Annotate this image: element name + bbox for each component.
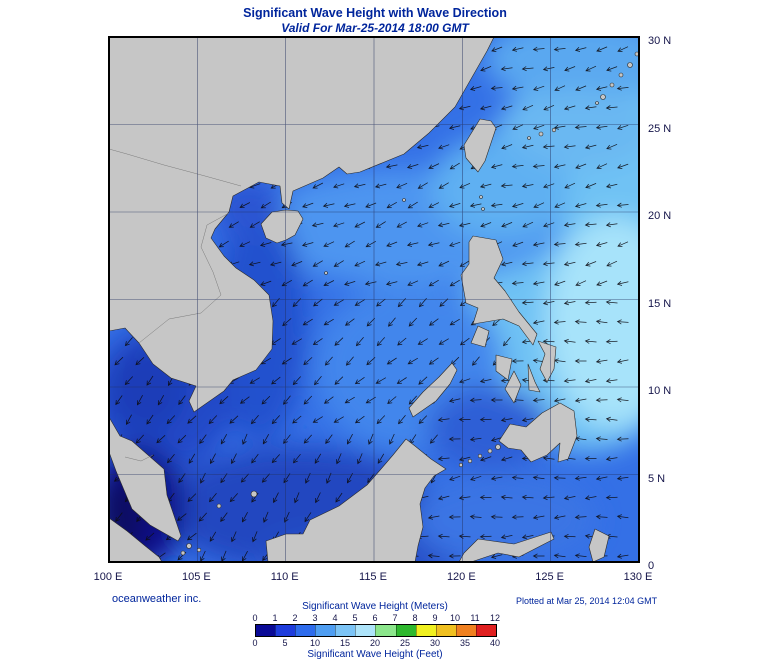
lon-tick-label: 130 E [623, 571, 653, 583]
grid-lines [109, 37, 639, 562]
legend-color-swatch [275, 625, 296, 636]
map-layers [109, 37, 639, 562]
legend-meters-tick: 10 [449, 613, 460, 623]
legend-color-swatch [335, 625, 356, 636]
legend-meters-tick: 6 [372, 613, 378, 623]
legend-feet-tick: 15 [339, 638, 350, 648]
legend-color-swatch [295, 625, 316, 636]
lon-tick-label: 120 E [446, 571, 476, 583]
plotted-timestamp: Plotted at Mar 25, 2014 12:04 GMT [516, 596, 658, 606]
lat-tick-label: 20 N [648, 210, 672, 222]
legend-meters-tick: 1 [272, 613, 278, 623]
land-layer [109, 37, 639, 562]
valid-time-subtitle: Valid For Mar-25-2014 18:00 GMT [281, 21, 469, 35]
legend-color-swatch [415, 625, 436, 636]
map-frame-border [109, 37, 639, 562]
legend-feet-tick: 35 [459, 638, 470, 648]
legend-feet-tick: 30 [429, 638, 440, 648]
legend-color-swatch [435, 625, 456, 636]
lat-tick-label: 25 N [648, 122, 672, 135]
lon-tick-label: 100 E [93, 571, 123, 583]
lon-tick-label: 110 E [270, 571, 299, 583]
lon-tick-label: 105 E [181, 571, 211, 583]
legend-color-swatch [256, 625, 276, 636]
legend-color-swatch [475, 625, 496, 636]
lat-tick-label: 30 N [648, 35, 672, 47]
lat-tick-label: 5 N [648, 472, 666, 485]
legend-meters-tick: 3 [312, 613, 318, 623]
legend-feet-tick: 25 [399, 638, 410, 648]
legend-color-bar [255, 624, 497, 637]
legend-meters-tick: 9 [432, 613, 438, 623]
legend-feet-tick: 20 [369, 638, 380, 648]
legend-meters-tick: 11 [470, 613, 480, 623]
legend-color-swatch [455, 625, 476, 636]
credit-text: oceanweather inc. [112, 593, 202, 605]
wave-map [108, 36, 640, 563]
legend-feet-tick: 10 [309, 638, 320, 648]
legend-meters-tick: 12 [489, 613, 500, 623]
legend-meters-tick: 4 [332, 613, 338, 623]
legend-color-swatch [355, 625, 376, 636]
legend-color-swatch [395, 625, 416, 636]
lat-tick-label: 10 N [648, 385, 672, 397]
lat-axis: 30 N 25 N 20 N 15 N 10 N 5 N 0 [648, 35, 693, 572]
lat-tick-label: 0 [648, 560, 655, 572]
legend-color-swatch [315, 625, 336, 636]
legend-color-swatch [375, 625, 396, 636]
legend-meters-tick: 7 [392, 613, 398, 623]
title-block: Significant Wave Height with Wave Direct… [0, 6, 750, 35]
legend-meters-tick: 8 [412, 613, 418, 623]
legend-meters-label: Significant Wave Height (Meters) [302, 601, 448, 612]
legend-meters-tick: 2 [292, 613, 298, 623]
legend-meters-tick: 0 [252, 613, 258, 623]
legend-meters-ticks: 0 1 2 3 4 5 6 7 8 9 10 11 12 [252, 613, 500, 623]
lon-tick-label: 115 E [359, 571, 387, 583]
lat-tick-label: 15 N [648, 297, 672, 310]
country-borders [109, 148, 242, 462]
legend-feet-tick: 40 [489, 638, 500, 648]
map-canvas [109, 37, 639, 562]
legend-feet-tick: 5 [282, 638, 288, 648]
lon-tick-label: 125 E [535, 571, 565, 583]
legend-feet-tick: 0 [252, 638, 258, 648]
legend-feet-ticks: 0 5 10 15 20 25 30 35 40 [252, 638, 500, 648]
lon-axis: 100 E 105 E 110 E 115 E 120 E 125 E 130 E [94, 571, 653, 585]
legend-feet-label: Significant Wave Height (Feet) [307, 649, 443, 660]
page-title: Significant Wave Height with Wave Direct… [243, 6, 507, 20]
legend-meters-tick: 5 [352, 613, 358, 623]
